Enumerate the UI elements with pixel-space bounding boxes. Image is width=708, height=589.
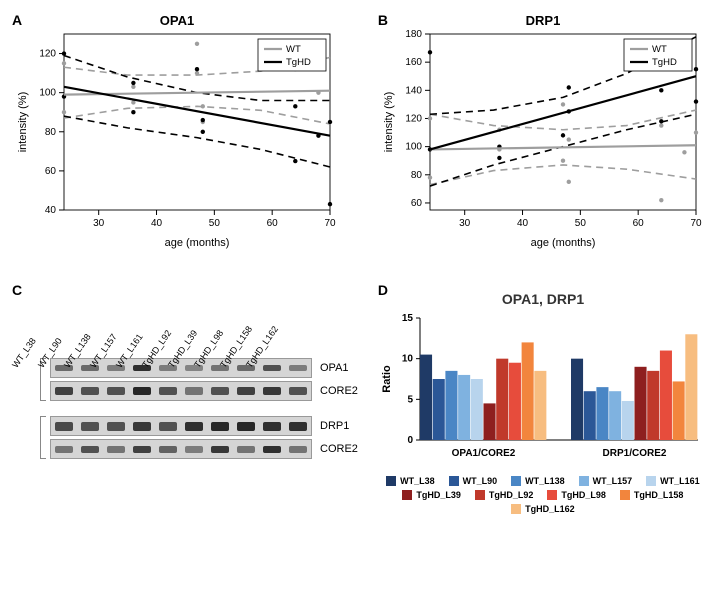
- panel-c-label: C: [12, 282, 22, 298]
- legend-item: WT_L138: [511, 476, 565, 486]
- svg-text:140: 140: [405, 85, 422, 96]
- legend-item: TgHD_L162: [511, 504, 575, 514]
- svg-text:age (months): age (months): [531, 237, 596, 249]
- svg-text:15: 15: [402, 313, 414, 324]
- figure-grid: A OPA13040506070406080100120age (months)…: [12, 12, 696, 514]
- svg-text:180: 180: [405, 29, 422, 40]
- svg-text:40: 40: [45, 205, 57, 216]
- panel-d-label: D: [378, 282, 388, 298]
- svg-text:50: 50: [575, 218, 587, 229]
- panel-a-label: A: [12, 12, 22, 28]
- svg-text:WT: WT: [286, 44, 301, 55]
- blot-row-label: CORE2: [320, 443, 358, 455]
- legend-item: TgHD_L39: [402, 490, 461, 500]
- svg-text:60: 60: [633, 218, 645, 229]
- svg-text:160: 160: [405, 57, 422, 68]
- panel-b-label: B: [378, 12, 388, 28]
- legend-item: WT_L161: [646, 476, 700, 486]
- chart-opa1: OPA1 30 40 50 60 70 40 60 80 100 120 age (months) in…: [12, 12, 342, 252]
- svg-text:50: 50: [209, 218, 221, 229]
- panel-a: A OPA1 30 40 50 60 70 40 60 80 100 120 age (months)…: [12, 12, 358, 252]
- svg-text:TgHD: TgHD: [286, 57, 311, 68]
- svg-text:OPA1/CORE2: OPA1/CORE2: [452, 448, 516, 459]
- chart-drp1: DRP1 30 40 50 60 70 60 80 100 120 140 160 180 age (mo…: [378, 12, 708, 252]
- bar-chart: OPA1, DRP1 0 5 10 15 Ratio OPA1/CORE2 DRP1/CORE…: [378, 288, 708, 468]
- western-blot: WT_L38WT_L90WT_L138WT_L157WT_L161TgHD_L9…: [40, 298, 358, 462]
- svg-text:OPA1: OPA1: [160, 13, 194, 28]
- legend-item: TgHD_L92: [475, 490, 534, 500]
- svg-text:5: 5: [407, 394, 413, 405]
- svg-text:30: 30: [93, 218, 105, 229]
- svg-text:TgHD: TgHD: [652, 57, 677, 68]
- svg-text:DRP1/CORE2: DRP1/CORE2: [602, 448, 666, 459]
- svg-text:0: 0: [407, 435, 413, 446]
- panel-d: D OPA1, DRP1 0 5 10 15 Ratio OPA1/CORE2 DRP1/CO…: [378, 282, 708, 514]
- legend-item: TgHD_L158: [620, 490, 684, 500]
- panel-c: C WT_L38WT_L90WT_L138WT_L157WT_L161TgHD_…: [12, 282, 358, 514]
- blot-row-label: CORE2: [320, 385, 358, 397]
- svg-text:10: 10: [402, 354, 414, 365]
- svg-text:intensity (%): intensity (%): [17, 92, 29, 153]
- blot-row-label: DRP1: [320, 420, 349, 432]
- svg-text:OPA1, DRP1: OPA1, DRP1: [502, 291, 584, 307]
- legend-item: WT_L38: [386, 476, 435, 486]
- blot-row-label: OPA1: [320, 362, 349, 374]
- svg-text:60: 60: [267, 218, 279, 229]
- svg-text:80: 80: [45, 127, 57, 138]
- svg-text:WT: WT: [652, 44, 667, 55]
- svg-text:100: 100: [39, 88, 56, 99]
- svg-text:60: 60: [411, 198, 423, 209]
- svg-text:120: 120: [39, 49, 56, 60]
- svg-text:100: 100: [405, 142, 422, 153]
- legend-item: WT_L90: [449, 476, 498, 486]
- legend-item: TgHD_L98: [547, 490, 606, 500]
- svg-text:60: 60: [45, 166, 57, 177]
- svg-text:120: 120: [405, 113, 422, 124]
- legend-item: WT_L157: [579, 476, 633, 486]
- svg-text:70: 70: [324, 218, 336, 229]
- svg-text:70: 70: [690, 218, 702, 229]
- panel-b: B DRP1 30 40 50 60 70 60 80 100 120 140 160 180 age (…: [378, 12, 708, 252]
- svg-text:30: 30: [459, 218, 471, 229]
- svg-text:Ratio: Ratio: [381, 365, 393, 393]
- svg-text:40: 40: [517, 218, 529, 229]
- svg-text:80: 80: [411, 170, 423, 181]
- svg-text:40: 40: [151, 218, 163, 229]
- bar-chart-legend: WT_L38 WT_L90 WT_L138 WT_L157 WT_L161 TgHD_L3…: [378, 476, 708, 514]
- svg-text:age (months): age (months): [165, 237, 230, 249]
- svg-text:DRP1: DRP1: [526, 13, 561, 28]
- svg-text:intensity (%): intensity (%): [383, 92, 395, 153]
